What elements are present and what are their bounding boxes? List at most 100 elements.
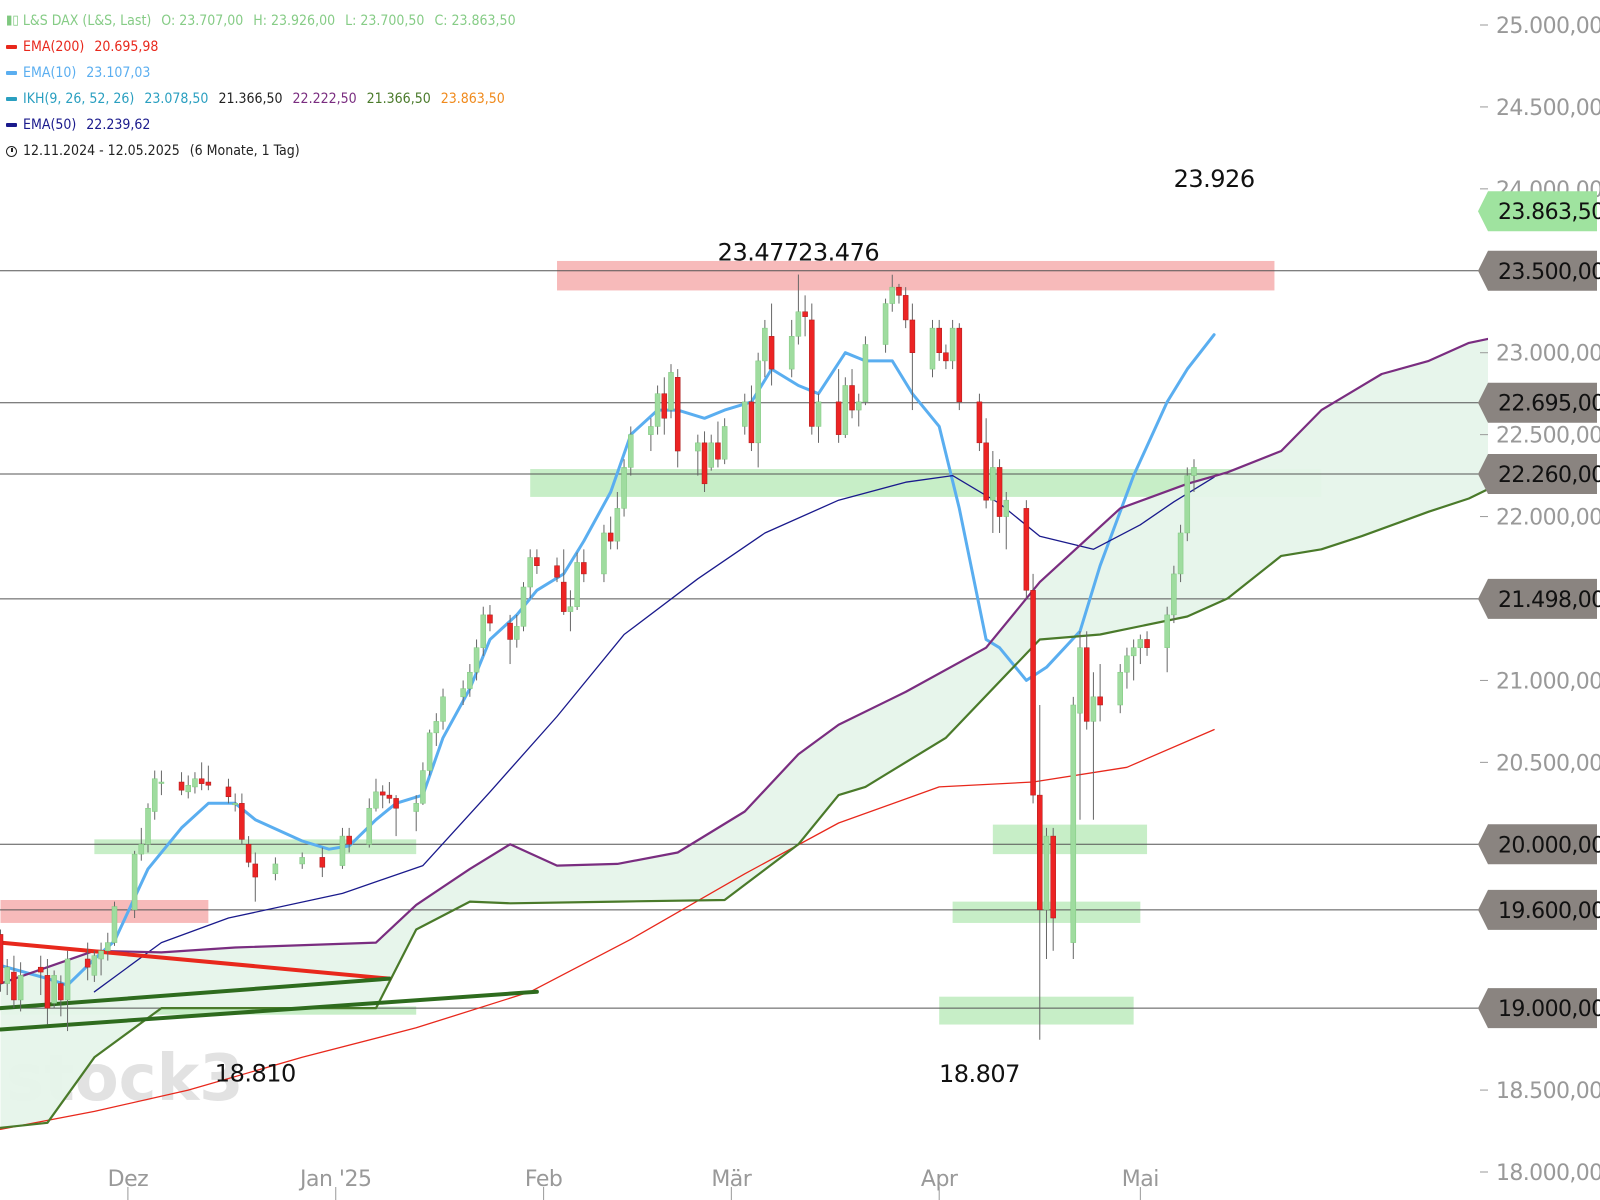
candle[interactable] (1171, 565, 1177, 624)
candle[interactable] (91, 950, 98, 982)
candle[interactable] (1003, 491, 1009, 550)
candle[interactable] (929, 319, 936, 378)
candle[interactable] (151, 770, 158, 820)
candle[interactable] (433, 713, 440, 746)
candle[interactable] (145, 803, 151, 853)
candle[interactable] (855, 393, 862, 427)
candle[interactable] (943, 344, 949, 370)
candle[interactable] (17, 962, 24, 1012)
candle[interactable] (614, 491, 621, 550)
legend-row-ema10[interactable]: EMA(10) 23.107,03 (6, 60, 526, 86)
candle[interactable] (835, 369, 842, 443)
candle[interactable] (185, 775, 191, 799)
time-axis[interactable]: Dez Jan '25 Feb Mär Apr Mai (108, 1167, 1159, 1200)
candle[interactable] (178, 772, 185, 796)
candle[interactable] (708, 434, 714, 471)
candle[interactable] (802, 295, 808, 337)
candle[interactable] (1144, 631, 1150, 656)
candle[interactable] (1117, 664, 1123, 714)
candle[interactable] (245, 836, 252, 868)
candle[interactable] (1070, 696, 1077, 959)
candle[interactable] (1191, 459, 1197, 492)
candle[interactable] (426, 729, 433, 776)
candle[interactable] (809, 303, 815, 435)
candle[interactable] (460, 680, 466, 706)
candle[interactable] (386, 782, 393, 804)
candle[interactable] (37, 955, 44, 996)
candle[interactable] (520, 582, 527, 632)
candle[interactable] (882, 298, 889, 353)
candle[interactable] (621, 459, 627, 517)
legend-row-instrument[interactable]: ▮▯ L&S DAX (L&S, Last) O: 23.707,00 H: 2… (6, 8, 526, 34)
candle[interactable] (51, 970, 57, 1009)
candle[interactable] (815, 393, 822, 443)
candle[interactable] (1037, 705, 1043, 1040)
candle[interactable] (976, 393, 983, 452)
candle[interactable] (64, 950, 71, 1032)
candle[interactable] (554, 557, 560, 583)
candle[interactable] (849, 369, 855, 419)
candle[interactable] (44, 958, 51, 1025)
candle[interactable] (936, 319, 942, 361)
candle[interactable] (366, 798, 373, 848)
candle[interactable] (567, 590, 574, 632)
candle[interactable] (440, 688, 446, 730)
candle[interactable] (1090, 672, 1097, 820)
candle[interactable] (272, 857, 279, 881)
candle[interactable] (983, 418, 989, 509)
legend-row-ema200[interactable]: EMA(200) 20.695,98 (6, 34, 526, 60)
candle[interactable] (487, 605, 493, 632)
candle[interactable] (1030, 573, 1036, 804)
candle[interactable] (574, 552, 580, 610)
candle[interactable] (232, 793, 238, 812)
candle[interactable] (990, 451, 996, 533)
candle[interactable] (949, 319, 956, 370)
candle[interactable] (1137, 634, 1144, 665)
candle[interactable] (1023, 500, 1030, 599)
candle[interactable] (514, 614, 520, 648)
candle[interactable] (111, 901, 118, 946)
candle[interactable] (996, 459, 1003, 533)
candle[interactable] (607, 516, 614, 550)
candle[interactable] (205, 765, 212, 791)
candle[interactable] (762, 319, 768, 378)
candle[interactable] (1043, 827, 1050, 959)
candle[interactable] (252, 852, 259, 902)
candle[interactable] (319, 847, 326, 878)
candle[interactable] (225, 778, 232, 804)
candle[interactable] (889, 274, 896, 312)
candle[interactable] (1077, 631, 1083, 820)
candle[interactable] (239, 793, 245, 845)
candle[interactable] (581, 549, 587, 583)
candle[interactable] (4, 958, 10, 996)
candle[interactable] (1177, 524, 1184, 583)
candle[interactable] (768, 303, 775, 386)
candle[interactable] (668, 364, 674, 419)
candle[interactable] (84, 942, 91, 981)
legend-row-ema50[interactable]: EMA(50) 22.239,62 (6, 112, 526, 138)
candle[interactable] (339, 827, 346, 869)
price-axis[interactable]: 18.000,00 18.500,00 20.500,00 21.000,00 22.0… (1478, 0, 1600, 1200)
candle[interactable] (198, 762, 205, 791)
candle[interactable] (192, 772, 198, 794)
candle[interactable] (98, 942, 104, 976)
candle[interactable] (1083, 631, 1090, 730)
candle[interactable] (715, 421, 721, 468)
candle[interactable] (902, 287, 909, 329)
candle[interactable] (11, 955, 17, 1009)
candle[interactable] (480, 606, 487, 656)
candle[interactable] (701, 431, 708, 492)
legend-row-ikh[interactable]: IKH(9, 26, 52, 26) 23.078,50 21.366,50 2… (6, 86, 526, 112)
candle[interactable] (1124, 647, 1130, 689)
candle[interactable] (842, 377, 849, 438)
candle[interactable] (534, 549, 540, 574)
candle[interactable] (1097, 664, 1103, 722)
candle[interactable] (748, 385, 755, 452)
candle[interactable] (507, 614, 513, 665)
candle[interactable] (560, 549, 567, 615)
candle[interactable] (755, 352, 761, 468)
candle[interactable] (862, 336, 869, 406)
candle[interactable] (795, 274, 802, 345)
candle[interactable] (467, 664, 473, 697)
